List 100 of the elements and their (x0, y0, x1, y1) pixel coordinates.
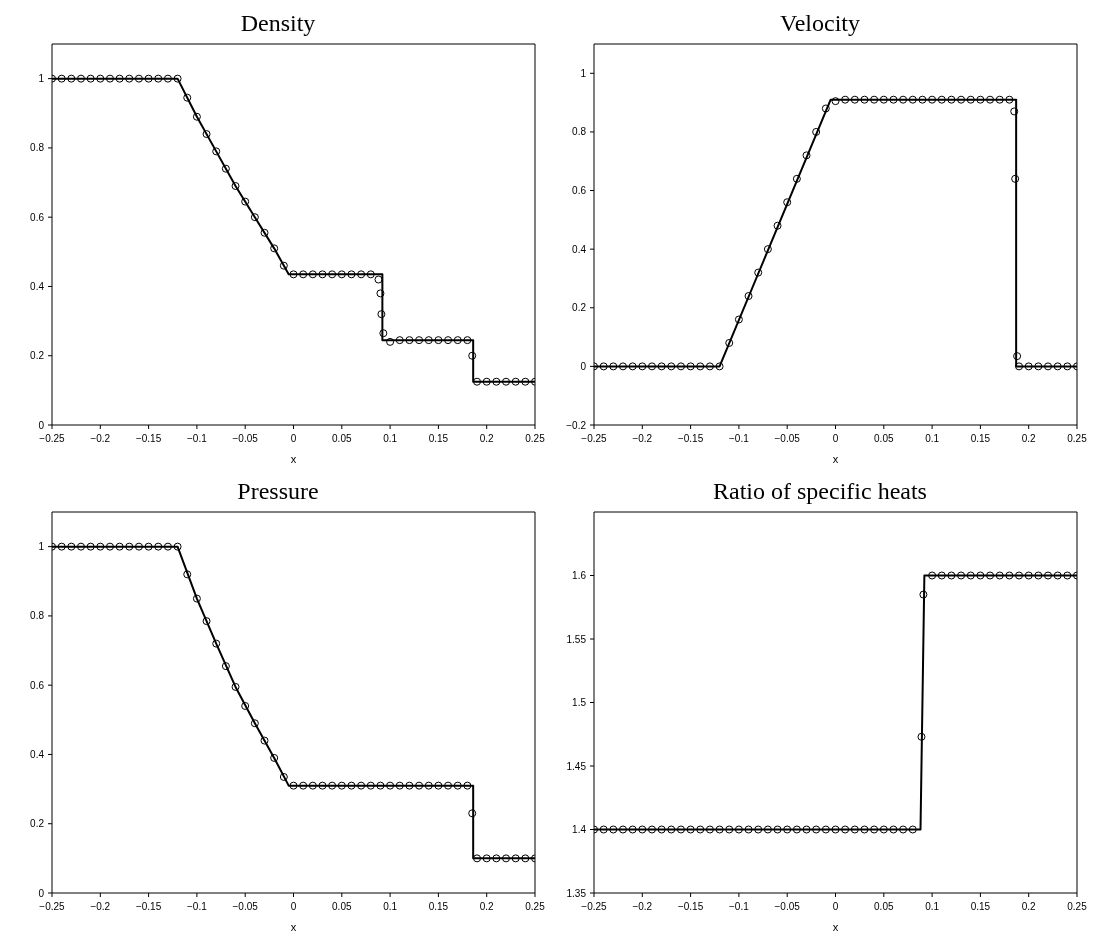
y-tick-label: 0.8 (30, 142, 45, 154)
x-tick-label: 0.1 (925, 433, 940, 445)
x-tick-label: −0.15 (135, 433, 162, 445)
point (328, 781, 337, 790)
point (1005, 571, 1014, 580)
point (318, 781, 327, 790)
point (115, 74, 124, 83)
point (308, 270, 317, 279)
point (917, 732, 926, 741)
x-tick-label: −0.1 (187, 901, 208, 913)
point (715, 825, 724, 834)
x-tick-label: −0.25 (39, 433, 66, 445)
point (957, 95, 966, 104)
point (889, 825, 898, 834)
point (937, 571, 946, 580)
point (424, 336, 433, 345)
point (468, 351, 477, 360)
point (67, 74, 76, 83)
point (366, 270, 375, 279)
point (328, 270, 337, 279)
point (482, 854, 491, 863)
point (734, 825, 743, 834)
point (163, 542, 172, 551)
point (192, 594, 201, 603)
x-tick-label: 0 (832, 433, 839, 445)
point (337, 781, 346, 790)
y-tick-label: 0.8 (30, 610, 45, 622)
x-axis-title: x (290, 921, 297, 933)
point (434, 336, 443, 345)
point (376, 289, 385, 298)
point (405, 781, 414, 790)
x-tick-label: 0.15 (428, 901, 449, 913)
x-tick-label: −0.1 (187, 433, 208, 445)
point (347, 270, 356, 279)
point (202, 617, 211, 626)
point (696, 825, 705, 834)
point (976, 95, 985, 104)
point (308, 781, 317, 790)
point (647, 362, 656, 371)
point (357, 781, 366, 790)
point (492, 377, 501, 386)
x-tick-label: 0 (290, 901, 297, 913)
point (377, 310, 386, 319)
point (754, 825, 763, 834)
y-tick-label: 0.6 (30, 211, 45, 223)
x-tick-label: −0.2 (632, 901, 653, 913)
y-tick-label: 0.2 (30, 350, 45, 362)
chart-title: Ratio of specific heats (713, 477, 927, 506)
y-tick-label: 0.4 (30, 749, 45, 760)
y-tick-label: 0.4 (30, 281, 45, 292)
point (444, 336, 453, 345)
point (453, 781, 462, 790)
point (599, 825, 608, 834)
point (754, 268, 763, 277)
point (908, 825, 917, 834)
point (241, 701, 250, 710)
y-tick-label: 0 (38, 419, 45, 431)
point (289, 270, 298, 279)
y-tick-label: 0.8 (572, 126, 587, 138)
point (374, 275, 383, 284)
x-tick-label: −0.05 (232, 433, 259, 445)
point (482, 377, 491, 386)
point (715, 362, 724, 371)
point (696, 362, 705, 371)
point (105, 74, 114, 83)
point (783, 198, 792, 207)
point (76, 74, 85, 83)
x-tick-label: 0.25 (1067, 901, 1088, 913)
point (1024, 362, 1033, 371)
point (511, 377, 520, 386)
point (812, 825, 821, 834)
x-tick-label: 0.1 (383, 901, 398, 913)
point (279, 772, 288, 781)
point (599, 362, 608, 371)
point (667, 362, 676, 371)
point (638, 825, 647, 834)
point (299, 270, 308, 279)
point (492, 854, 501, 863)
point (395, 781, 404, 790)
point (676, 825, 685, 834)
point (879, 95, 888, 104)
point (521, 854, 530, 863)
point (250, 213, 259, 222)
point (444, 781, 453, 790)
point (1015, 362, 1024, 371)
x-tick-label: 0.2 (1021, 433, 1037, 445)
point (918, 95, 927, 104)
point (686, 362, 695, 371)
point (86, 542, 95, 551)
point (947, 95, 956, 104)
point (976, 571, 985, 580)
point (667, 825, 676, 834)
point (183, 570, 192, 579)
point (628, 825, 637, 834)
point (744, 825, 753, 834)
point (318, 270, 327, 279)
x-tick-label: 0 (290, 433, 297, 445)
y-tick-label: 0 (38, 887, 45, 899)
chart-title: Pressure (237, 477, 319, 506)
x-tick-label: 0.05 (874, 433, 894, 445)
